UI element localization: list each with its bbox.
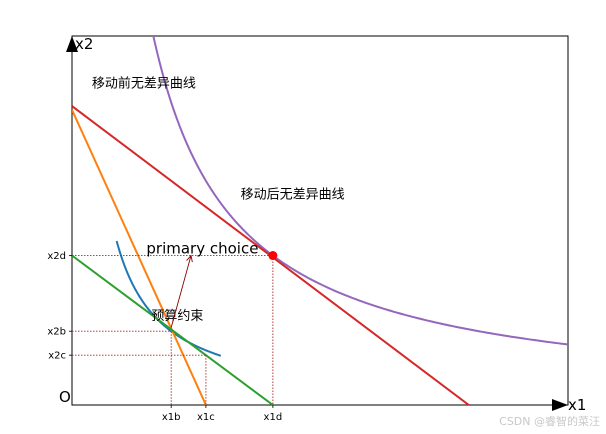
origin-label: O — [59, 388, 71, 406]
watermark: CSDN @睿智的菜汪 — [499, 415, 600, 428]
annotation-after: 移动后无差异曲线 — [241, 187, 345, 202]
y-axis-arrow-icon — [66, 36, 78, 52]
series-line-5 — [72, 254, 274, 405]
tick-layer: x1b x1c x1d x2d x2b x2c — [47, 251, 282, 423]
annotation-arrow-line — [170, 255, 192, 328]
y-axis-label: x2 — [75, 35, 93, 53]
marker-layer — [268, 251, 278, 261]
x-tick-x1c: x1c — [197, 412, 215, 423]
guide-layer — [72, 255, 274, 405]
primary-choice-point — [268, 251, 278, 261]
x-axis-arrow-icon — [552, 399, 568, 411]
x-tick-x1d: x1d — [264, 412, 283, 423]
y-tick-x2b: x2b — [47, 327, 66, 338]
series-line-3 — [72, 109, 207, 405]
series-line-1 — [115, 240, 222, 357]
y-tick-x2c: x2c — [48, 351, 66, 362]
y-tick-x2d: x2d — [47, 251, 66, 262]
annotation-budget: 预算约束 — [151, 309, 203, 324]
plot-area — [71, 35, 569, 406]
series-line-2 — [152, 36, 568, 346]
annotation-arrow-head — [186, 254, 193, 263]
x-tick-x1b: x1b — [162, 412, 181, 423]
annotation-before: 移动前无差异曲线 — [92, 76, 196, 92]
annotation-primary: primary choice — [146, 240, 258, 258]
x-axis-label: x1 — [568, 396, 586, 414]
